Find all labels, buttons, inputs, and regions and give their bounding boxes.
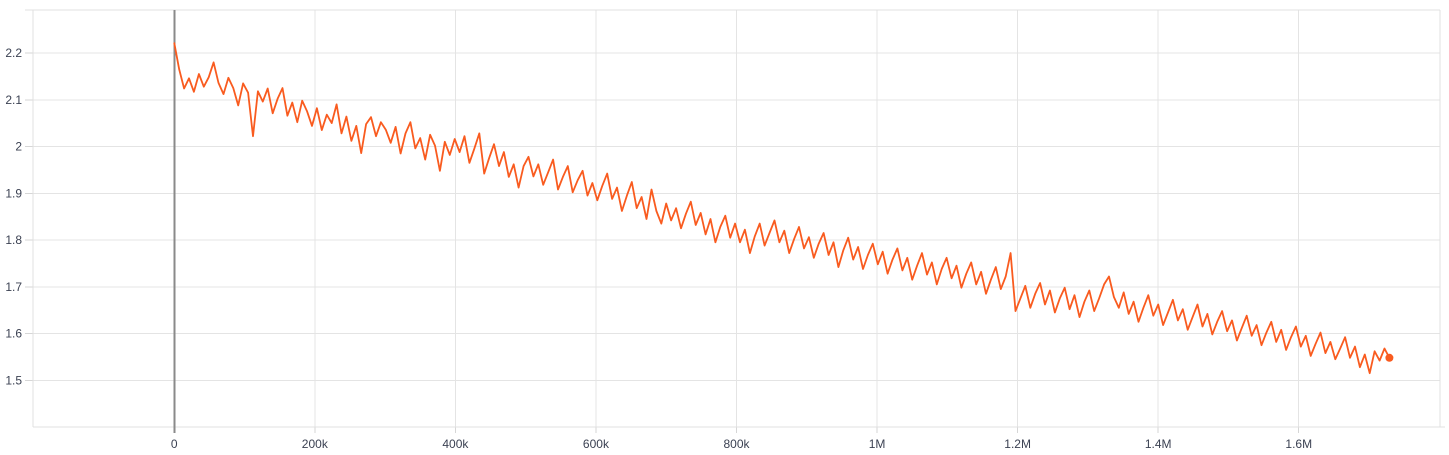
y-tick-label: 1.7	[5, 280, 22, 294]
plot-hover-area[interactable]	[33, 10, 1440, 427]
x-tick-label: 400k	[442, 437, 469, 451]
y-tick-label: 2.1	[5, 93, 22, 107]
x-tick-label: 1M	[869, 437, 886, 451]
y-tick-label: 2	[15, 140, 22, 154]
end-point-marker	[1385, 353, 1394, 362]
x-tick-label: 800k	[723, 437, 750, 451]
y-tick-label: 1.5	[5, 373, 22, 387]
loss-line	[173, 42, 1391, 375]
y-tick-label: 2.2	[5, 46, 22, 60]
y-tick-label: 1.8	[5, 233, 22, 247]
x-tick-label: 600k	[583, 437, 610, 451]
x-tick-label: 1.6M	[1285, 437, 1312, 451]
y-tick-label: 1.9	[5, 186, 22, 200]
x-tick-label: 1.2M	[1004, 437, 1031, 451]
x-tick-label: 1.4M	[1145, 437, 1172, 451]
x-tick-label: 0	[171, 437, 178, 451]
x-tick-label: 200k	[302, 437, 329, 451]
y-tick-label: 1.6	[5, 327, 22, 341]
